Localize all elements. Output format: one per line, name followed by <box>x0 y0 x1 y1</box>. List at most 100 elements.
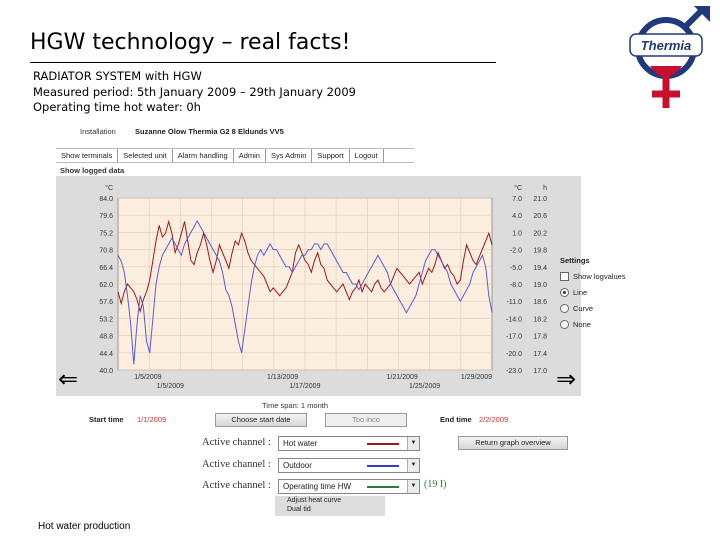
y2-tick-label: -8.0 <box>510 282 522 289</box>
y-tick-label: 84.0 <box>99 196 113 203</box>
x-tick-label: 1/25/2009 <box>409 383 440 390</box>
app-menu-bar: Show terminals Selected unit Alarm handl… <box>56 148 414 163</box>
today-button[interactable]: Too inco <box>325 413 407 427</box>
installation-label: Installation <box>80 127 116 136</box>
series-outdoor-line <box>117 219 493 365</box>
y2-tick-label: 7.0 <box>512 196 522 203</box>
slide-title: HGW technology – real facts! <box>30 30 351 55</box>
x-tick-label: 1/5/2009 <box>134 374 161 381</box>
line-option[interactable]: Line <box>560 284 626 300</box>
x-tick-label: 1/17/2009 <box>289 383 320 390</box>
channel-select-outdoor[interactable]: Outdoor ▼ <box>278 458 420 473</box>
dropdown-option[interactable]: Dual tid <box>287 506 311 513</box>
y2-tick-label: -5.0 <box>510 265 522 272</box>
y-tick-label: 70.8 <box>99 248 113 255</box>
y3-tick-label: 19.8 <box>533 248 547 255</box>
channel-select-value: Outdoor <box>283 461 312 470</box>
chevron-down-icon[interactable]: ▼ <box>407 480 419 493</box>
active-channel-label-3: Active channel : <box>202 480 271 491</box>
y-tick-label: 62.0 <box>99 282 113 289</box>
settings-panel: Settings Show logvalues Line Curve None <box>560 256 626 332</box>
measured-period: Measured period: 5th January 2009 – 29th… <box>33 85 356 99</box>
show-logvalues-label: Show logvalues <box>573 271 626 281</box>
chevron-down-icon[interactable]: ▼ <box>407 459 419 472</box>
line-radio[interactable] <box>560 287 569 297</box>
y-tick-label: 44.4 <box>99 351 113 358</box>
curve-label: Curve <box>573 303 594 313</box>
x-tick-label: 1/5/2009 <box>157 383 184 390</box>
channel-count: (19 I) <box>424 479 447 490</box>
line-label: Line <box>573 287 588 297</box>
menu-support[interactable]: Support <box>312 149 350 162</box>
curve-option[interactable]: Curve <box>560 300 626 316</box>
none-label: None <box>573 319 591 329</box>
x-tick-label: 1/29/2009 <box>461 374 492 381</box>
menu-admin[interactable]: Admin <box>234 149 266 162</box>
y-unit-label: °C <box>105 184 113 192</box>
channel-select-hot-water[interactable]: Hot water ▼ <box>278 436 420 451</box>
none-radio[interactable] <box>560 319 569 329</box>
channel-dropdown-list: Adjust heat curve Dual tid <box>275 496 385 516</box>
x-tick-label: 1/21/2009 <box>387 374 418 381</box>
timespan-label: Time span: 1 month <box>262 401 329 410</box>
return-graph-overview-button[interactable]: Return graph overview <box>458 436 568 450</box>
end-time-label: End time <box>440 415 472 424</box>
y-tick-label: 48.8 <box>99 334 113 341</box>
start-time-value: 1/1/2009 <box>137 415 167 424</box>
operating-time: Operating time hot water: 0h <box>33 100 201 114</box>
y2-tick-label: 4.0 <box>512 213 522 220</box>
y3-tick-label: 20.6 <box>533 213 547 220</box>
y2-tick-label: -23.0 <box>506 368 522 375</box>
next-period-arrow-icon[interactable]: ⇒ <box>556 365 577 393</box>
installation-value: Suzanne Olow Thermia G2 8 Eldunds VV5 <box>135 127 284 136</box>
y3-tick-label: 19.4 <box>533 265 547 272</box>
y2-tick-label: -2.0 <box>510 248 522 255</box>
none-option[interactable]: None <box>560 316 626 332</box>
logo-text: Thermia <box>641 38 692 53</box>
x-tick-label: 1/13/2009 <box>267 374 298 381</box>
y-tick-label: 40.0 <box>99 368 113 375</box>
curve-radio[interactable] <box>560 303 569 313</box>
previous-period-arrow-icon[interactable]: ⇐ <box>58 365 79 393</box>
y-tick-label: 66.4 <box>99 265 113 272</box>
channel-select-operating-time[interactable]: Operating time HW ▼ <box>278 479 420 494</box>
channel-select-value: Operating time HW <box>283 482 352 491</box>
menu-selected-unit[interactable]: Selected unit <box>118 149 173 162</box>
y3-tick-label: 20.2 <box>533 230 547 237</box>
show-logged-data-heading: Show logged data <box>60 166 125 175</box>
show-logvalues-checkbox[interactable] <box>560 271 569 281</box>
dropdown-option[interactable]: Adjust heat curve <box>287 497 342 504</box>
show-logvalues-option[interactable]: Show logvalues <box>560 268 626 284</box>
logged-data-chart: 84.0 7.0 21.0 79.6 4.0 20.6 75.2 1.0 20.2 70.8 -2.… <box>99 184 547 390</box>
y2-tick-label: -14.0 <box>506 316 522 323</box>
active-channel-label-2: Active channel : <box>202 459 271 470</box>
y2-tick-label: 1.0 <box>512 230 522 237</box>
y-tick-label: 75.2 <box>99 230 113 237</box>
y2-tick-label: -20.0 <box>506 351 522 358</box>
y2-tick-label: -17.0 <box>506 334 522 341</box>
series-hot-water-line <box>117 219 493 314</box>
thermia-logo: Thermia <box>629 5 710 108</box>
menu-sys-admin[interactable]: Sys Admin <box>266 149 313 162</box>
y3-tick-label: 21.0 <box>533 196 547 203</box>
y-tick-label: 57.6 <box>99 299 113 306</box>
channel-color-swatch <box>367 443 399 445</box>
settings-title: Settings <box>560 256 590 265</box>
y-tick-label: 79.6 <box>99 213 113 220</box>
y-tick-label: 53.2 <box>99 316 113 323</box>
y3-tick-label: 17.4 <box>533 351 547 358</box>
chevron-down-icon[interactable]: ▼ <box>407 437 419 450</box>
start-time-label: Start time <box>89 415 124 424</box>
y3-tick-label: 19.0 <box>533 282 547 289</box>
menu-logout[interactable]: Logout <box>350 149 384 162</box>
menu-alarm-handling[interactable]: Alarm handling <box>173 149 234 162</box>
y3-tick-label: 18.2 <box>533 316 547 323</box>
y2-tick-label: -11.0 <box>507 299 523 306</box>
end-time-value: 2/2/2009 <box>479 415 509 424</box>
y3-unit-label: h <box>543 185 547 192</box>
menu-show-terminals[interactable]: Show terminals <box>56 149 119 162</box>
channel-color-swatch <box>367 465 399 467</box>
title-divider <box>30 62 496 63</box>
choose-start-date-button[interactable]: Choose start date <box>215 413 307 427</box>
system-label: RADIATOR SYSTEM with HGW <box>33 69 202 83</box>
